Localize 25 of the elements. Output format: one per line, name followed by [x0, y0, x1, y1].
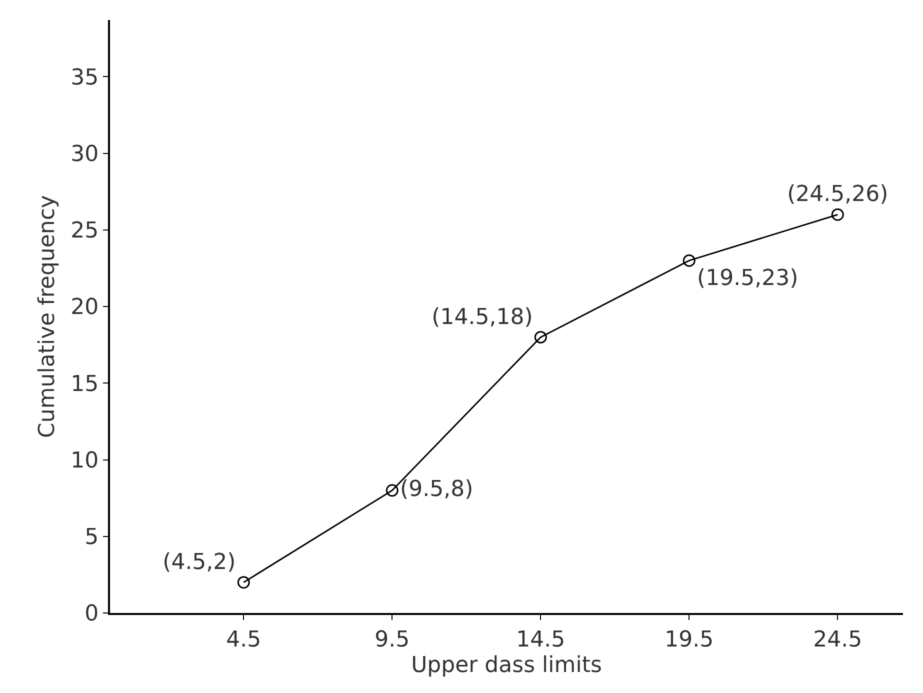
- text: (14.5,18): [432, 304, 533, 330]
- y-tick-label: 0: [84, 602, 99, 627]
- point: [386, 484, 398, 497]
- text: (24.5,26): [787, 182, 888, 208]
- x-tick-label: 19.5: [664, 627, 714, 652]
- y-tick-label: 25: [70, 218, 99, 244]
- y-tick-label: 15: [70, 372, 99, 397]
- x-tick-label: 14.5: [516, 627, 566, 652]
- y-tick-label: 30: [70, 142, 99, 168]
- y-tick-label: 10: [70, 448, 99, 474]
- x-axis-title: Upper dass limits: [411, 652, 602, 678]
- y-axis-title: Cumulative frequency: [34, 195, 60, 438]
- point: [682, 254, 696, 267]
- text: (19.5,23): [697, 266, 798, 291]
- y-tick-label: 20: [70, 295, 99, 320]
- point: [831, 208, 844, 221]
- text: (4.5,2): [162, 550, 236, 575]
- x-tick-label: 24.5: [813, 627, 862, 652]
- y-tick-label: 35: [70, 65, 99, 90]
- point: [534, 330, 547, 344]
- point: [237, 576, 250, 589]
- y-tick-label: 5: [84, 525, 99, 550]
- x-tick-label: 4.5: [226, 627, 262, 652]
- text: (9.5,8): [400, 476, 474, 502]
- x-tick-label: 9.5: [374, 627, 410, 652]
